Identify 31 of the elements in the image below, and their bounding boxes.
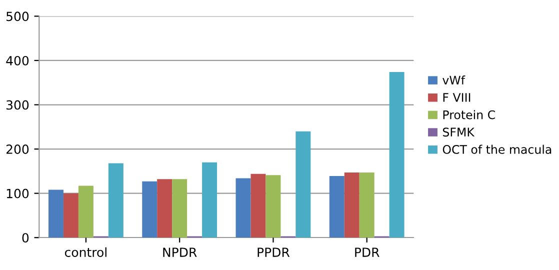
y-tick-label: 0 <box>22 233 29 243</box>
legend-label: OCT of the macula <box>442 144 552 154</box>
bar <box>108 163 124 238</box>
bar <box>250 174 266 238</box>
bar <box>202 162 218 238</box>
y-tick-label: 500 <box>6 12 29 22</box>
bar <box>157 179 172 238</box>
legend-label: Protein C <box>443 110 495 120</box>
x-tick-label: PPDR <box>258 248 290 257</box>
bar <box>266 175 281 238</box>
bar <box>142 181 158 238</box>
x-tick-label: NPDR <box>163 248 197 257</box>
bar <box>78 186 94 238</box>
bar <box>329 176 344 238</box>
legend-label: F VIII <box>443 93 470 102</box>
bar <box>296 131 311 238</box>
x-tick-label: PDR <box>355 248 380 257</box>
legend-label: vWf <box>442 75 466 84</box>
y-tick-label: 100 <box>6 188 29 198</box>
x-tick-label: control <box>64 247 106 257</box>
bar <box>236 178 251 238</box>
bar <box>172 179 188 238</box>
legend-label: SFMK <box>442 128 475 137</box>
y-tick-label: 300 <box>6 100 29 110</box>
bar <box>359 172 374 238</box>
bar <box>344 172 360 238</box>
bar <box>389 72 404 238</box>
y-tick-label: 200 <box>6 144 29 154</box>
bar <box>48 190 64 238</box>
bar <box>63 193 78 238</box>
y-tick-label: 400 <box>6 56 29 66</box>
